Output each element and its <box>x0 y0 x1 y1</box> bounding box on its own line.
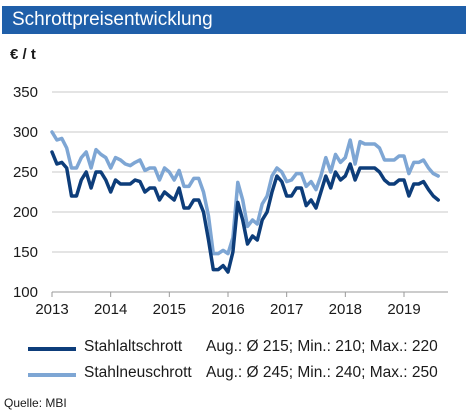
y-tick-300: 300 <box>13 124 38 141</box>
series-line-stahlneuschrott <box>50 130 440 256</box>
x-tick-2016: 2016 <box>211 301 244 318</box>
legend-stats-stahlneuschrott: Aug.: Ø 245; Min.: 240; Max.: 250 <box>206 364 438 381</box>
series-lines <box>50 130 440 274</box>
x-tick-2019: 2019 <box>387 301 420 318</box>
x-tick-2014: 2014 <box>94 301 127 318</box>
legend-swatch-stahlneuschrott <box>28 373 76 377</box>
y-tick-250: 250 <box>13 164 38 181</box>
x-tick-2017: 2017 <box>270 301 303 318</box>
legend-swatch-stahlaltschrott <box>28 347 76 351</box>
x-tick-2015: 2015 <box>153 301 186 318</box>
source-note: Quelle: MBI <box>4 396 67 410</box>
legend-label-stahlaltschrott: Stahlaltschrott <box>84 338 183 355</box>
y-axis-unit-label: € / t <box>10 46 36 63</box>
chart-title-bar: Schrottpreisentwicklung <box>2 6 466 34</box>
legend-stats-stahlaltschrott: Aug.: Ø 215; Min.: 210; Max.: 220 <box>206 338 438 355</box>
legend-label-stahlneuschrott: Stahlneuschrott <box>84 364 192 381</box>
gridlines <box>52 91 448 253</box>
x-tick-2018: 2018 <box>329 301 362 318</box>
chart-title: Schrottpreisentwicklung <box>12 9 213 30</box>
y-tick-200: 200 <box>13 204 38 221</box>
y-tick-labels: 100 150 200 250 300 350 <box>13 84 38 301</box>
y-tick-350: 350 <box>13 84 38 101</box>
y-tick-100: 100 <box>13 284 38 301</box>
x-tick-2013: 2013 <box>35 301 68 318</box>
series-line-stahlaltschrott <box>50 150 440 274</box>
y-tick-150: 150 <box>13 244 38 261</box>
x-tick-labels: 2013 2014 2015 2016 2017 2018 2019 <box>35 292 421 318</box>
